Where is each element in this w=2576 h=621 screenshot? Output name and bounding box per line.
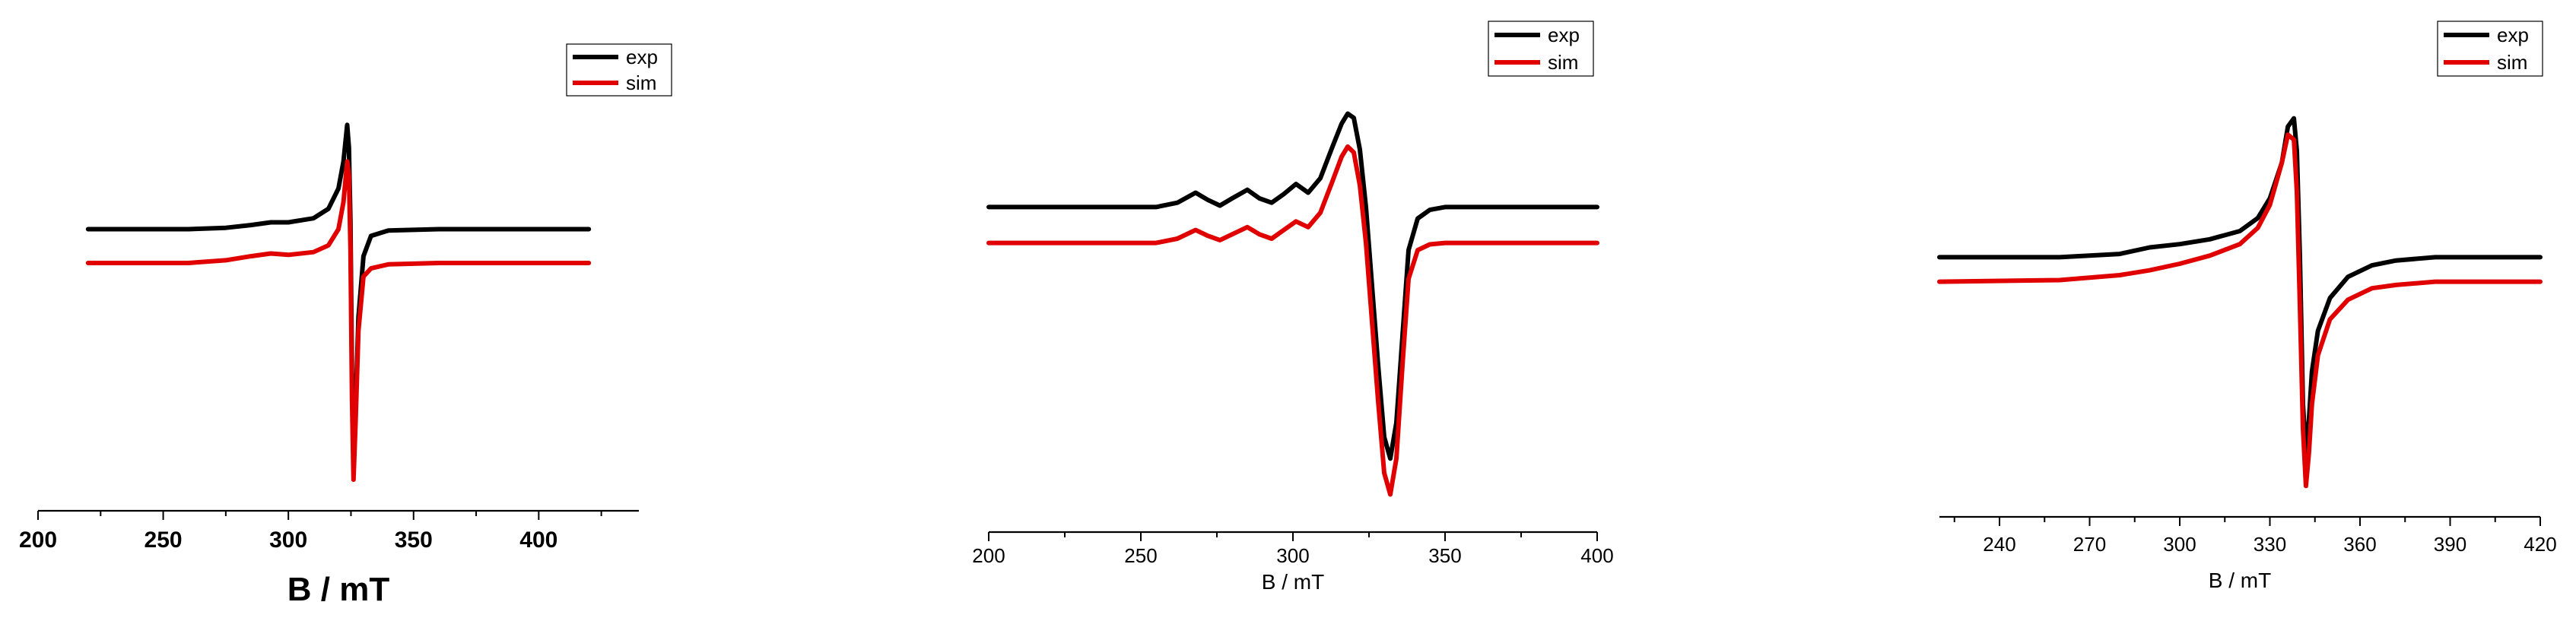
x-tick-label: 360 — [2343, 533, 2376, 556]
x-tick-label: 400 — [519, 528, 557, 553]
legend-label-exp: exp — [1548, 24, 1580, 46]
x-tick-label: 300 — [269, 528, 307, 553]
series-line-exp — [1937, 116, 2543, 456]
legend-label-sim: sim — [1548, 51, 1578, 74]
x-tick-label: 200 — [972, 544, 1005, 567]
x-tick-label: 350 — [395, 528, 433, 553]
series-line-sim — [986, 144, 1599, 497]
x-tick-label: 300 — [1276, 544, 1309, 567]
legend-label-sim: sim — [626, 71, 656, 94]
epr-chart-1: 200 250 300 350 400 B / mT exp sim — [0, 0, 684, 621]
x-tick-label: 240 — [1983, 533, 2015, 556]
legend-box — [566, 43, 672, 97]
legend-label-exp: exp — [2497, 24, 2529, 46]
x-tick-label: 420 — [2524, 533, 2556, 556]
chart-svg: 240 270 300 330 360 390 420 B / mT exp sim — [1937, 21, 2557, 592]
x-tick-label: 250 — [145, 528, 183, 553]
x-tick-label: 270 — [2073, 533, 2106, 556]
chart-svg: 200 250 300 350 400 B / mT exp sim — [972, 21, 1614, 594]
x-tick-label: 400 — [1580, 544, 1613, 567]
x-tick-label: 200 — [19, 528, 57, 553]
epr-chart-3: 240 270 300 330 360 390 420 B / mT exp sim — [1901, 0, 2576, 621]
x-tick-label: 300 — [2163, 533, 2196, 556]
x-tick-label: 390 — [2434, 533, 2466, 556]
x-tick-label: 250 — [1124, 544, 1157, 567]
legend-label-sim: sim — [2497, 51, 2527, 74]
epr-chart-2: 200 250 300 350 400 B / mT exp sim — [951, 0, 1635, 621]
x-axis-label: B / mT — [287, 571, 390, 608]
legend-box — [2437, 21, 2543, 77]
legend-box — [1488, 21, 1594, 77]
series-line-exp — [85, 122, 592, 462]
series-line-exp — [986, 111, 1599, 461]
series-line-sim — [1937, 132, 2543, 489]
series-line-sim — [85, 159, 592, 483]
x-axis-label: B / mT — [2209, 569, 2271, 592]
x-tick-label: 350 — [1428, 544, 1461, 567]
x-tick-label: 330 — [2254, 533, 2286, 556]
chart-svg: 200 250 300 350 400 B / mT exp sim — [19, 43, 672, 608]
legend-label-exp: exp — [626, 46, 658, 68]
x-axis-label: B / mT — [1262, 570, 1324, 594]
